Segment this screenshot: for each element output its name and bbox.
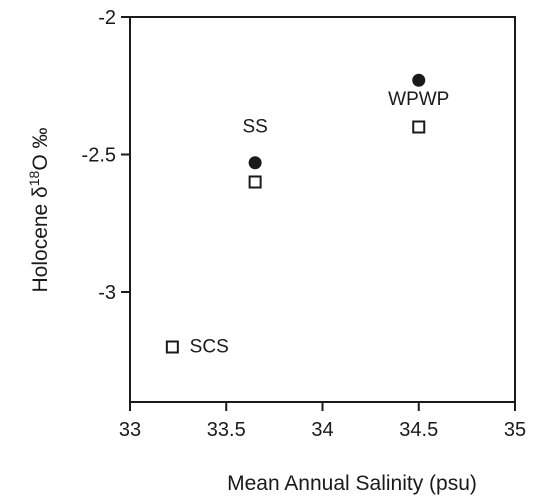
y-axis-label-prefix: Holocene δ (29, 186, 52, 292)
x-tick-label: 34.5 (399, 419, 438, 441)
x-axis: 33 33.5 34 34.5 35 (119, 402, 526, 441)
y-axis-label: Holocene δ18O ‰ (26, 127, 52, 292)
y-tick-label: -2 (98, 7, 116, 29)
point-label-ss: SS (242, 117, 267, 138)
x-tick-label: 34 (311, 419, 333, 441)
data-points (165, 73, 426, 354)
x-axis-label: Mean Annual Salinity (psu) (227, 472, 477, 495)
x-tick-label: 33 (119, 419, 141, 441)
y-axis-label-superscript: 18 (26, 170, 42, 186)
y-axis-label-suffix: O ‰ (29, 127, 52, 170)
y-tick-label: -3 (98, 282, 116, 304)
y-axis: -2 -2.5 -3 (82, 7, 130, 304)
point-labels: SS WPWP SCS (190, 89, 450, 358)
data-point-open-square (248, 175, 262, 189)
data-point-open-square (165, 340, 179, 354)
data-point-open-square (412, 120, 426, 134)
point-label-scs: SCS (190, 337, 229, 358)
y-tick-label: -2.5 (82, 145, 116, 167)
x-tick-label: 35 (504, 419, 526, 441)
data-point-filled-circle (248, 156, 262, 170)
x-tick-label: 33.5 (207, 419, 246, 441)
point-label-wpwp: WPWP (388, 89, 449, 110)
plot-frame (129, 16, 516, 403)
data-point-filled-circle (412, 73, 426, 87)
